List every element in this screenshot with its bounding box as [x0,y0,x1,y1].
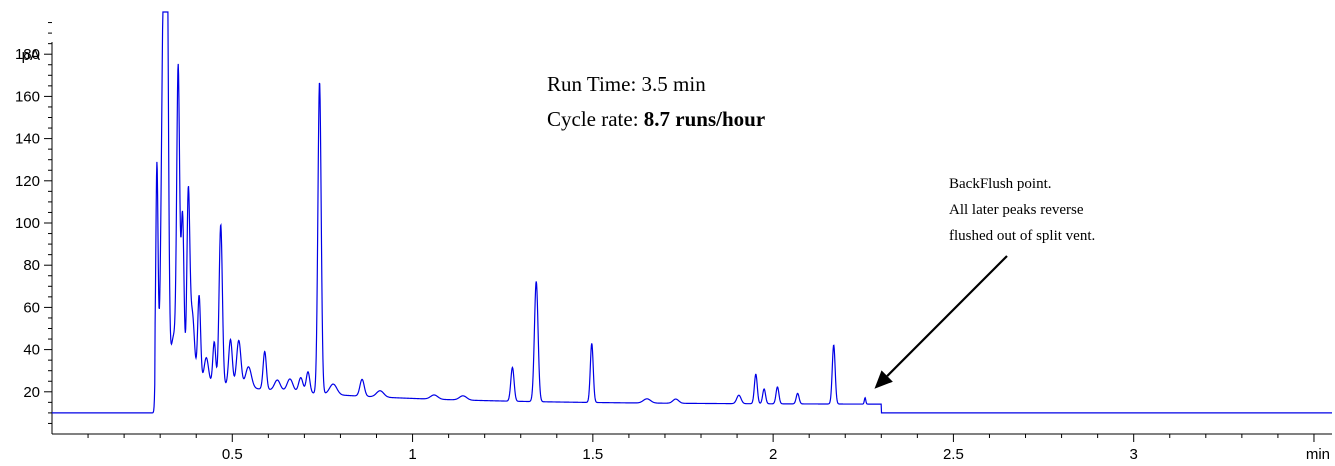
x-tick-label: 1.5 [582,446,603,463]
backflush-note-line-2: All later peaks reverse [949,202,1084,218]
x-tick-label: 3 [1130,446,1138,463]
y-tick-label: 120 [15,173,40,190]
chromatogram-trace [52,11,1332,414]
cycle-rate-prefix: Cycle rate: [547,107,644,131]
y-axis-unit: pA [22,47,40,64]
y-tick-label: 60 [23,299,40,316]
backflush-note-line-3: flushed out of split vent. [949,228,1095,244]
x-tick-label: 0.5 [222,446,243,463]
y-tick-label: 20 [23,384,40,401]
cycle-rate-value: 8.7 runs/hour [644,107,765,131]
chart-annotations: Run Time: 3.5 min Cycle rate: 8.7 runs/h… [547,72,1095,389]
run-time-value: 3.5 min [642,72,707,96]
run-time-annotation: Run Time: 3.5 min [547,72,706,96]
y-tick-label: 140 [15,131,40,148]
x-tick-label: 1 [408,446,416,463]
backflush-arrow-head [874,370,893,389]
run-time-prefix: Run Time: [547,72,642,96]
backflush-arrow [886,255,1008,377]
cycle-rate-annotation: Cycle rate: 8.7 runs/hour [547,107,765,131]
x-axis-ticks: 0.5 1 1.5 2 2.5 3 [87,434,1315,463]
y-tick-label: 80 [23,257,40,274]
y-tick-label: 180 [15,46,40,63]
x-axis-unit: min [1306,446,1330,463]
y-tick-label: 100 [15,215,40,232]
y-tick-label: 40 [23,342,40,359]
x-tick-label: 2 [769,446,777,463]
y-tick-label: 160 [15,88,40,105]
y-axis-ticks: 20 40 60 80 100 120 140 160 180 [15,22,52,424]
backflush-note-line-1: BackFlush point. [949,176,1052,192]
x-tick-label: 2.5 [943,446,964,463]
